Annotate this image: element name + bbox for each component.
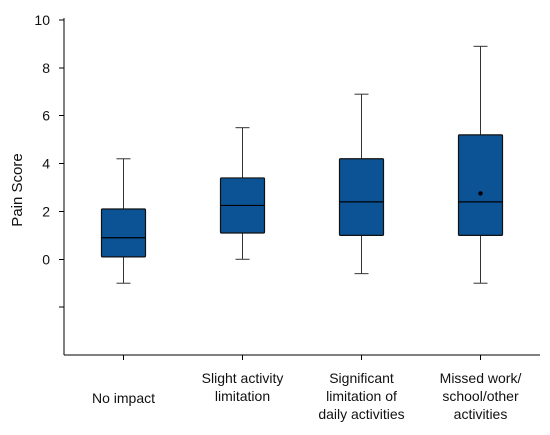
x-tick-label-line: Missed work/ (440, 370, 522, 386)
y-tick-label: 4 (42, 156, 50, 172)
y-tick-label: 0 (42, 251, 50, 267)
x-tick-label: Missed work/school/other activities (440, 370, 522, 422)
x-tick-label-line: limitation of (326, 388, 397, 404)
axes (63, 18, 540, 356)
iqr-box (338, 158, 385, 236)
x-tick-label: Significant limitation of daily activities (318, 370, 404, 422)
x-tick-label-line: activities (454, 406, 508, 422)
box-group (457, 45, 504, 284)
x-tick-label-line: Significant (329, 370, 394, 386)
y-axis-label: Pain Score (9, 153, 26, 226)
iqr-box (457, 134, 504, 236)
y-tick-label: 10 (34, 12, 50, 28)
x-tick-label-line: daily activities (318, 406, 404, 422)
x-tick-label: No impact (92, 390, 155, 406)
iqr-box (100, 208, 147, 258)
box-group (219, 127, 266, 260)
y-tick-label: 2 (42, 203, 50, 219)
boxes (100, 45, 504, 284)
x-tick-label: Slight activity limitation (202, 370, 284, 404)
y-tick-label: 6 (42, 108, 50, 124)
box-group (100, 158, 147, 284)
x-tick-label-line: Slight activity (202, 370, 284, 386)
y-ticks: 0 2 4 6 8 10 (34, 12, 64, 308)
x-tick-label-line: No impact (92, 390, 155, 406)
box-group (338, 93, 385, 275)
mean-marker (478, 191, 483, 196)
y-tick-label: 8 (42, 60, 50, 76)
x-tick-labels: No impact Slight activity limitation Signif… (92, 355, 521, 422)
x-tick-label-line: limitation (215, 388, 270, 404)
x-tick-label-line: school/other (442, 388, 519, 404)
